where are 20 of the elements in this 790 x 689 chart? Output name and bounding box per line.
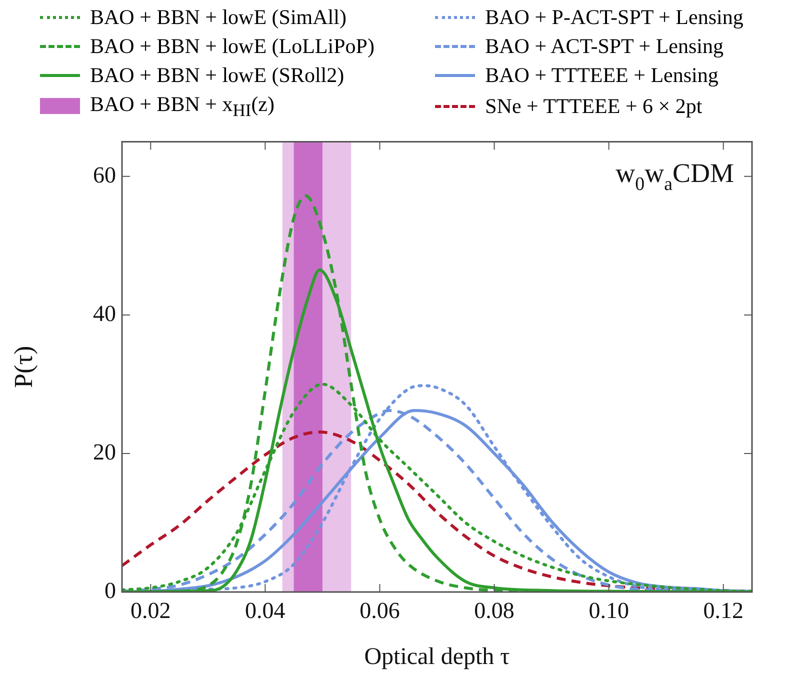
legend-label: SNe + TTTEEE + 6 × 2pt — [485, 94, 702, 119]
x-tick-label: 0.04 — [245, 598, 286, 623]
legend-label: BAO + ACT-SPT + Lensing — [485, 34, 724, 59]
y-tick-label: 60 — [93, 162, 116, 188]
legend-label: BAO + TTTEEE + Lensing — [485, 62, 718, 88]
x-tick-label: 0.02 — [130, 598, 171, 623]
x-tick-label: 0.06 — [360, 598, 400, 623]
x-tick-label: 0.12 — [703, 598, 744, 623]
x-axis-title: Optical depth τ — [364, 644, 510, 670]
y-tick-label: 0 — [104, 578, 116, 604]
legend-label: BAO + BBN + lowE (SRoll2) — [90, 62, 344, 88]
legend-label: BAO + P-ACT-SPT + Lensing — [485, 4, 744, 30]
legend-label: BAO + BBN + lowE (SimAll) — [90, 4, 346, 30]
x-tick-label: 0.08 — [474, 598, 514, 623]
y-tick-label: 20 — [93, 440, 116, 465]
y-axis-title: P(τ) — [9, 346, 38, 388]
legend-label: BAO + BBN + lowE (LoLLiPoP) — [90, 34, 374, 59]
y-tick-label: 40 — [93, 301, 116, 326]
legend-label: BAO + BBN + x$_{HI}$(z) — [90, 92, 274, 122]
x-tick-label: 0.10 — [588, 598, 629, 623]
